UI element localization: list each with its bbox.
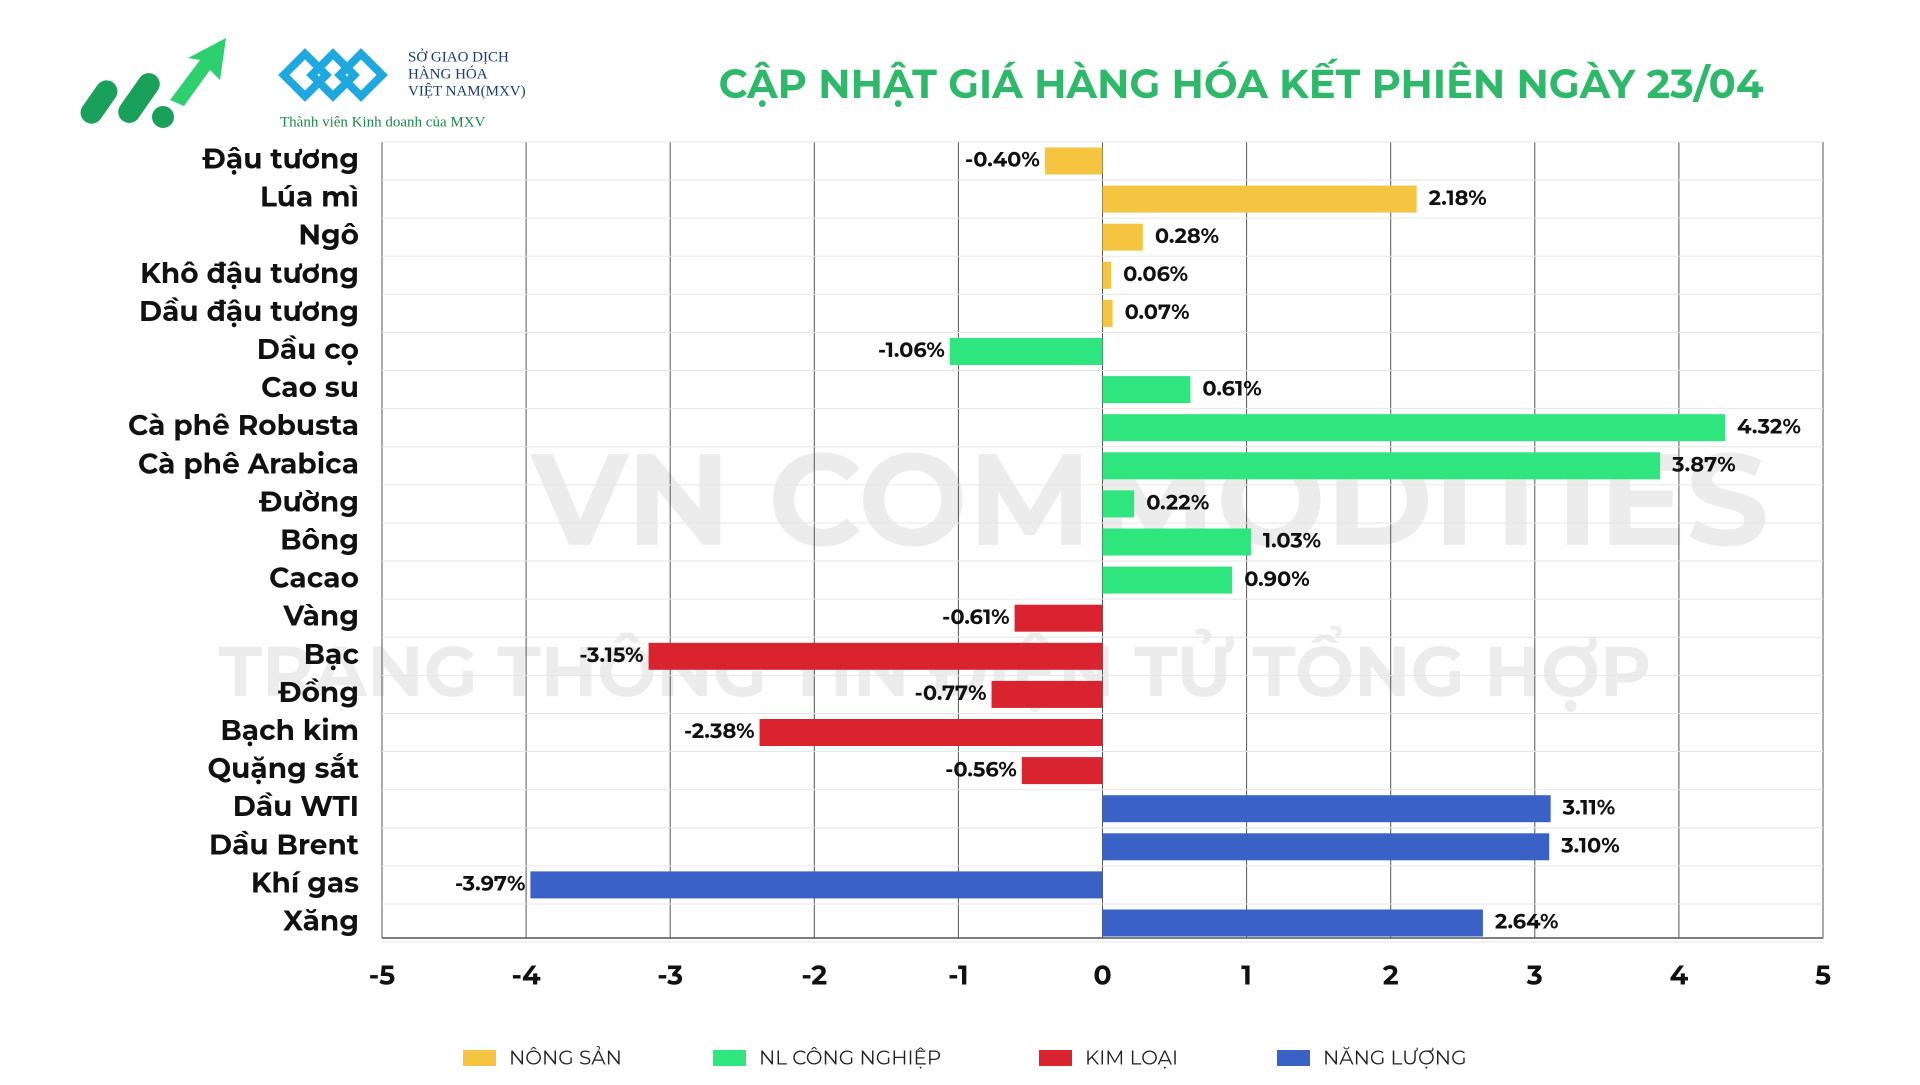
category-label: Bạch kim [220,714,359,748]
category-label: Dầu Brent [209,828,359,862]
watermark: TRANG THÔNG TIN ĐIỆN TỬ TỔNG HỢP [219,626,1652,714]
bar [1102,261,1112,289]
x-tick-label: 3 [1526,958,1543,991]
legend-label: KIM LOẠI [1085,1046,1178,1070]
x-tick-label: 2 [1383,958,1399,991]
category-label: Đồng [278,676,359,710]
bar [1102,185,1417,213]
bar [1102,223,1143,251]
legend-swatch [463,1050,496,1066]
value-label: -1.06% [878,338,945,363]
category-label: Khí gas [251,866,359,900]
bar [530,871,1103,899]
bar [1014,604,1103,632]
category-label: Bông [280,524,359,558]
bar [1102,566,1233,594]
legend-label: NĂNG LƯỢNG [1323,1045,1467,1070]
x-tick-label: 1 [1241,958,1252,991]
value-label: 0.28% [1155,224,1219,249]
value-label: -3.15% [579,643,643,668]
category-label: Cacao [269,562,359,596]
x-tick-label: 5 [1815,958,1831,991]
logo-text: Thành viên Kinh doanh của MXV [280,114,486,130]
category-label: Ngô [298,219,359,253]
category-label: Khô đậu tương [140,257,359,291]
value-label: 0.90% [1244,567,1310,592]
bar [1044,147,1103,175]
logo-text: HÀNG HÓA [408,65,488,82]
value-label: 2.18% [1429,186,1487,211]
bar [1102,452,1661,480]
bar [1102,909,1483,937]
logo-text: SỞ GIAO DỊCH [408,48,509,65]
x-tick-label: 0 [1093,958,1111,991]
category-label: Cà phê Robusta [128,409,359,443]
value-label: 0.22% [1146,491,1209,516]
bar [1102,490,1135,518]
value-label: 3.11% [1562,795,1615,820]
logo: SỞ GIAO DỊCH HÀNG HÓA VIỆT NAM(MXV) Thàn… [80,38,526,130]
bar [949,338,1103,365]
legend-label: NL CÔNG NGHIỆP [759,1045,941,1070]
logo-shape [152,106,174,128]
x-tick-label: -3 [657,958,683,991]
logo-text: VIỆT NAM(MXV) [408,82,526,99]
bar [1102,414,1726,442]
category-label: Bạc [304,638,360,672]
value-label: 3.10% [1560,833,1620,858]
value-label: -2.38% [684,719,755,744]
legend-swatch [713,1050,746,1066]
value-label: -0.56% [945,757,1017,782]
category-label: Vàng [282,600,359,634]
bar [1102,528,1251,556]
bar [1102,376,1191,404]
x-tick-label: -5 [369,958,396,991]
chart-title: CẬP NHẬT GIÁ HÀNG HÓA KẾT PHIÊN NGÀY 23/… [719,59,1764,109]
bar [991,680,1103,708]
value-label: -3.97% [455,872,525,897]
value-label: 0.07% [1125,300,1190,325]
logo-shape [80,80,118,124]
category-label: Đậu tương [202,143,359,177]
x-tick-label: -2 [801,958,827,991]
bar [1102,795,1551,823]
bar [1102,299,1113,327]
x-tick-label: 4 [1670,958,1689,991]
bar [1021,757,1103,785]
value-label: 2.64% [1495,910,1558,935]
category-label: Xăng [283,905,359,939]
logo-shape [170,38,226,106]
x-tick-label: -4 [512,958,542,991]
value-label: -0.40% [965,148,1040,173]
logo-shape [118,73,160,123]
bar [1102,833,1550,861]
legend-swatch [1039,1050,1072,1066]
legend-label: NÔNG SẢN [509,1045,622,1070]
value-label: -0.61% [942,605,1009,630]
category-label: Dầu đậu tương [139,295,359,329]
category-label: Dầu WTI [233,790,359,824]
value-label: 0.61% [1202,376,1261,401]
value-label: 4.32% [1737,414,1801,439]
bar [759,719,1103,746]
category-label: Đường [259,485,359,519]
legend-swatch [1277,1050,1310,1066]
x-tick-label: -1 [948,958,968,991]
category-label: Cà phê Arabica [138,447,359,481]
category-label: Cao su [261,371,359,405]
category-label: Quặng sắt [208,752,359,786]
value-label: 1.03% [1263,529,1321,554]
mxv-logo [278,48,388,102]
category-label: Dầu cọ [257,333,359,367]
value-label: 0.06% [1123,262,1188,287]
category-label: Lúa mì [260,181,359,215]
bar [648,642,1103,670]
value-label: -0.77% [915,681,987,706]
value-label: 3.87% [1671,452,1736,477]
